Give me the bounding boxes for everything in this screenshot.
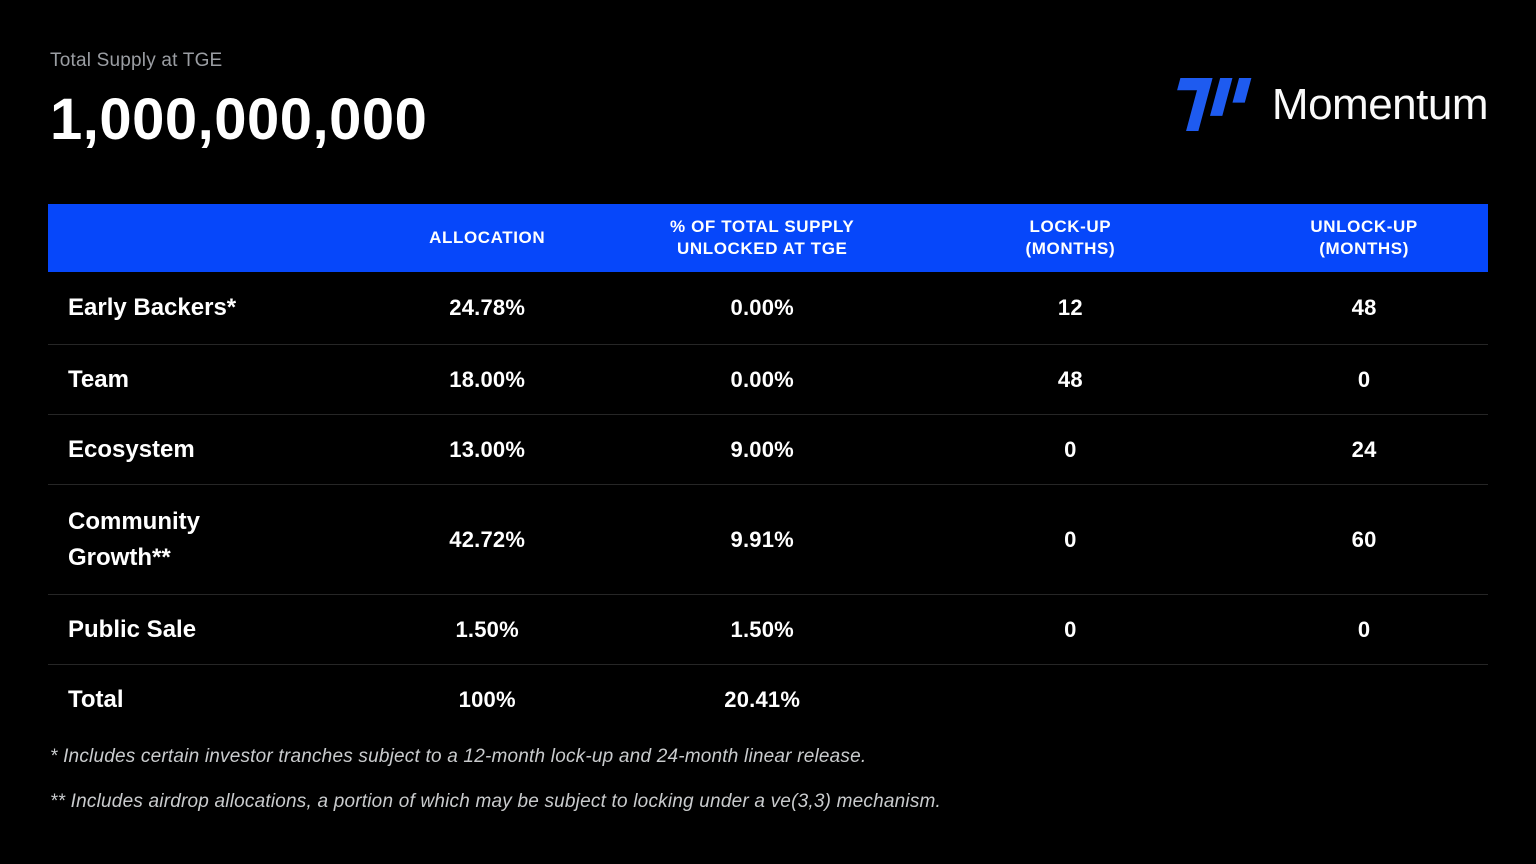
cell-allocation: 24.78%	[449, 295, 526, 320]
table-row: Community Growth** 42.72% 9.91% 0 60	[48, 484, 1488, 594]
momentum-speed-bars-icon	[1177, 78, 1252, 131]
cell-allocation: 18.00%	[449, 366, 526, 392]
row-label-text: Community Growth**	[68, 507, 200, 571]
cell-lockup: 0	[1064, 616, 1077, 642]
cell-unlocked-tge: 0.00%	[730, 295, 794, 320]
cell-allocation: 42.72%	[449, 526, 526, 552]
header-line: UNLOCK-UP	[1310, 217, 1418, 236]
tokenomics-table: ALLOCATION % OF TOTAL SUPPLY UNLOCKED AT…	[48, 204, 1488, 734]
header-cell-lockup: LOCK-UP (MONTHS)	[900, 216, 1240, 260]
table-row: Public Sale 1.50% 1.50% 0 0	[48, 594, 1488, 664]
header-line: LOCK-UP	[1029, 217, 1112, 236]
row-label: Total	[48, 682, 350, 718]
cell-unlock: 24	[1351, 436, 1377, 462]
header-line: % OF TOTAL SUPPLY	[670, 217, 855, 236]
cell-unlock: 0	[1357, 616, 1371, 642]
row-label-text: Ecosystem	[68, 435, 195, 463]
row-label-text: Team	[68, 365, 129, 393]
cell-unlocked-tge: 1.50%	[730, 616, 794, 642]
table-row: Early Backers* 24.78% 0.00% 12 48	[48, 272, 1488, 344]
header-cell-unlocked-at-tge: % OF TOTAL SUPPLY UNLOCKED AT TGE	[624, 216, 900, 260]
brand-logo: Momentum	[1174, 78, 1489, 131]
row-label: Team	[48, 362, 350, 398]
table-row: Team 18.00% 0.00% 48 0	[48, 344, 1488, 414]
cell-lockup: 48	[1057, 366, 1083, 392]
cell-unlock: 60	[1351, 526, 1377, 552]
header-line: (MONTHS)	[1025, 239, 1116, 258]
cell-allocation: 100%	[458, 686, 516, 712]
cell-unlock: 0	[1357, 366, 1371, 392]
table-row: Ecosystem 13.00% 9.00% 0 24	[48, 414, 1488, 484]
cell-unlocked-tge: 20.41%	[724, 686, 801, 712]
brand-name: Momentum	[1271, 79, 1489, 129]
header-line: UNLOCKED AT TGE	[676, 239, 848, 258]
footnotes: * Includes certain investor tranches sub…	[50, 745, 941, 835]
row-label-text: Public Sale	[68, 615, 197, 643]
total-supply-block: Total Supply at TGE 1,000,000,000	[50, 50, 427, 153]
cell-unlocked-tge: 0.00%	[730, 366, 794, 392]
cell-unlock: 48	[1351, 295, 1377, 320]
cell-lockup: 0	[1064, 526, 1077, 552]
header-cell-unlock: UNLOCK-UP (MONTHS)	[1240, 216, 1488, 260]
total-supply-label: Total Supply at TGE	[50, 50, 223, 71]
total-supply-value: 1,000,000,000	[50, 87, 428, 152]
header-line: (MONTHS)	[1319, 239, 1410, 258]
table-header-row: ALLOCATION % OF TOTAL SUPPLY UNLOCKED AT…	[48, 204, 1488, 272]
header-cell-allocation: ALLOCATION	[350, 227, 624, 249]
row-label: Public Sale	[48, 612, 350, 648]
footnote-asterisk: * Includes certain investor tranches sub…	[50, 746, 867, 767]
footnote-double-asterisk: ** Includes airdrop allocations, a porti…	[50, 791, 942, 812]
cell-unlocked-tge: 9.00%	[730, 436, 794, 462]
cell-lockup: 0	[1064, 436, 1077, 462]
cell-allocation: 1.50%	[455, 616, 519, 642]
row-label-text: Total	[68, 685, 124, 713]
row-label: Early Backers*	[48, 290, 350, 326]
row-label-text: Early Backers*	[68, 294, 237, 321]
cell-unlocked-tge: 9.91%	[730, 526, 794, 552]
table-row-total: Total 100% 20.41%	[48, 664, 1488, 734]
cell-lockup: 12	[1057, 295, 1083, 320]
cell-allocation: 13.00%	[449, 436, 526, 462]
row-label: Ecosystem	[48, 432, 350, 468]
row-label: Community Growth**	[48, 504, 350, 576]
header-line: ALLOCATION	[429, 228, 546, 247]
